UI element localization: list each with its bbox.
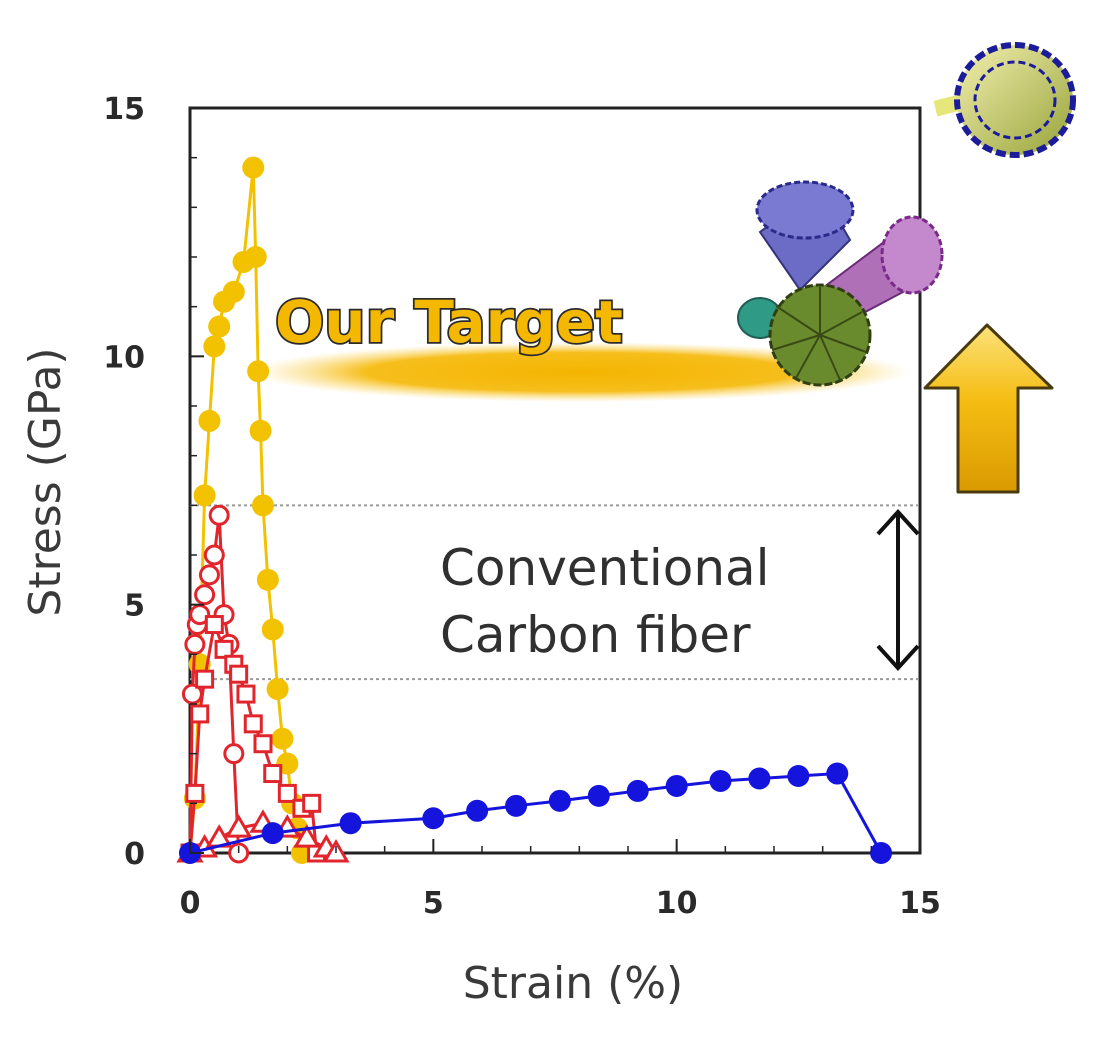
target-glow	[250, 342, 910, 402]
data-point	[195, 669, 215, 689]
data-point	[266, 678, 289, 701]
x-tick-label: 15	[899, 886, 941, 921]
data-point	[302, 793, 322, 813]
up-arrow-icon	[923, 323, 1054, 494]
data-point	[236, 684, 256, 704]
data-point	[185, 783, 205, 803]
data-point	[203, 544, 225, 566]
data-point	[748, 767, 771, 790]
data-point	[277, 783, 297, 803]
data-point	[184, 633, 206, 655]
series-4	[179, 762, 893, 864]
nanotube-illustration-icon	[737, 42, 1076, 387]
data-point	[293, 824, 321, 848]
data-point	[229, 664, 249, 684]
data-point	[244, 246, 267, 268]
data-point	[193, 484, 216, 507]
data-point	[198, 564, 220, 586]
data-point	[466, 799, 489, 822]
y-axis: 0 5 10 15	[103, 92, 204, 872]
x-tick-label: 10	[656, 886, 698, 921]
data-point	[242, 156, 265, 179]
data-point	[505, 794, 528, 817]
double-arrow-icon	[876, 509, 920, 671]
data-point	[339, 812, 362, 835]
data-point	[261, 618, 284, 641]
data-point	[223, 743, 245, 765]
data-point	[787, 765, 810, 788]
plot-frame	[188, 106, 922, 855]
x-axis-title: Strain (%)	[463, 958, 683, 1009]
data-point	[194, 584, 216, 606]
data-point	[203, 335, 226, 358]
target-label: Our Target	[275, 288, 623, 356]
data-point	[271, 727, 294, 750]
data-point	[198, 409, 221, 432]
y-axis-title: Stress (GPa)	[20, 347, 71, 616]
data-point	[243, 714, 263, 734]
data-point	[247, 360, 270, 383]
data-point	[208, 504, 230, 526]
x-tick-label: 0	[180, 886, 201, 921]
data-point	[204, 615, 224, 635]
data-point	[261, 822, 284, 845]
data-point	[626, 779, 649, 802]
series-layer	[176, 156, 893, 864]
conventional-label-line1: Conventional	[440, 539, 770, 597]
series-0	[179, 156, 313, 864]
data-point	[225, 814, 253, 838]
x-axis: 0 5 10 15	[180, 839, 941, 921]
data-point	[214, 639, 234, 659]
y-tick-label: 5	[124, 589, 145, 624]
data-point	[826, 762, 849, 785]
reference-lines	[190, 504, 920, 681]
data-point	[222, 280, 245, 303]
data-point	[249, 419, 272, 442]
y-tick-label: 15	[103, 92, 145, 127]
y-tick-label: 0	[124, 837, 145, 872]
data-point	[263, 764, 283, 784]
data-point	[665, 774, 688, 797]
y-tick-label: 10	[103, 340, 145, 375]
data-point	[587, 784, 610, 807]
series-2	[180, 615, 327, 863]
data-point	[870, 842, 893, 864]
conventional-label-line2: Carbon fiber	[440, 606, 751, 664]
data-point	[256, 568, 279, 591]
data-point	[252, 494, 274, 517]
data-point	[709, 769, 732, 792]
data-point	[208, 315, 231, 338]
data-point	[190, 704, 210, 724]
data-point	[422, 807, 445, 830]
data-point	[253, 734, 273, 754]
x-tick-label: 5	[423, 886, 444, 921]
data-point	[548, 789, 571, 812]
